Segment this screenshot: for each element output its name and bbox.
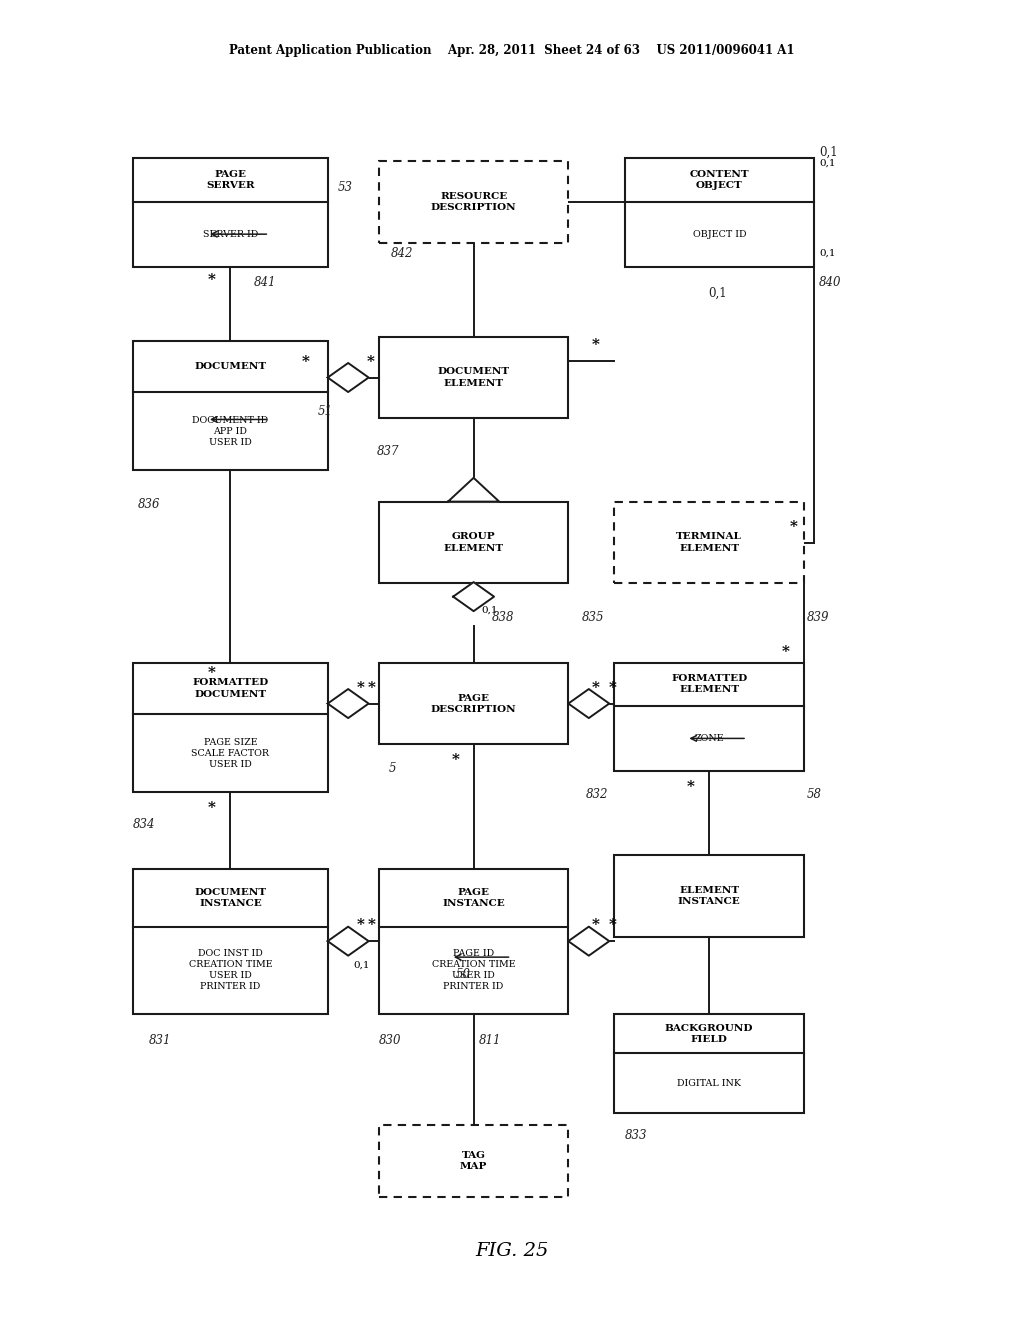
- Text: 835: 835: [582, 611, 604, 624]
- Text: FIG. 25: FIG. 25: [475, 1242, 549, 1261]
- Text: *: *: [592, 681, 600, 694]
- Text: *: *: [687, 780, 694, 793]
- Text: RESOURCE
DESCRIPTION: RESOURCE DESCRIPTION: [431, 191, 516, 213]
- Text: 50: 50: [456, 968, 471, 981]
- Bar: [614, 1014, 804, 1113]
- Text: *: *: [208, 667, 216, 680]
- Text: 834: 834: [133, 818, 156, 832]
- Text: TAG
MAP: TAG MAP: [460, 1151, 487, 1171]
- Text: 836: 836: [138, 498, 161, 511]
- Text: 840: 840: [819, 276, 842, 289]
- Polygon shape: [568, 927, 609, 956]
- Text: 0,1: 0,1: [819, 249, 836, 257]
- Text: *: *: [781, 645, 790, 659]
- Text: *: *: [301, 355, 309, 368]
- Text: DOCUMENT ID
APP ID
USER ID: DOCUMENT ID APP ID USER ID: [193, 416, 268, 446]
- Text: DOCUMENT: DOCUMENT: [195, 362, 266, 371]
- Text: 837: 837: [377, 445, 399, 458]
- Bar: [379, 1125, 568, 1197]
- Text: TERMINAL
ELEMENT: TERMINAL ELEMENT: [676, 532, 742, 553]
- Text: *: *: [208, 273, 216, 286]
- Text: 830: 830: [379, 1034, 401, 1047]
- Text: 0,1: 0,1: [353, 961, 370, 969]
- Text: 0,1: 0,1: [819, 158, 836, 168]
- Bar: [379, 869, 568, 1014]
- Text: *: *: [608, 919, 616, 932]
- Text: PAGE ID
CREATION TIME
USER ID
PRINTER ID: PAGE ID CREATION TIME USER ID PRINTER ID: [432, 949, 515, 991]
- Text: DOCUMENT
INSTANCE: DOCUMENT INSTANCE: [195, 887, 266, 908]
- Text: SERVER ID: SERVER ID: [203, 230, 258, 239]
- Text: 53: 53: [338, 181, 353, 194]
- Text: DOCUMENT
ELEMENT: DOCUMENT ELEMENT: [437, 367, 510, 388]
- Text: *: *: [356, 681, 365, 694]
- Text: PAGE
INSTANCE: PAGE INSTANCE: [442, 887, 505, 908]
- Bar: [625, 158, 814, 267]
- Text: Patent Application Publication    Apr. 28, 2011  Sheet 24 of 63    US 2011/00960: Patent Application Publication Apr. 28, …: [229, 44, 795, 57]
- Bar: [614, 855, 804, 937]
- Text: DOC INST ID
CREATION TIME
USER ID
PRINTER ID: DOC INST ID CREATION TIME USER ID PRINTE…: [188, 949, 272, 991]
- Polygon shape: [453, 582, 494, 611]
- Text: PAGE SIZE
SCALE FACTOR
USER ID: PAGE SIZE SCALE FACTOR USER ID: [191, 738, 269, 768]
- Bar: [133, 869, 328, 1014]
- Text: CONTENT
OBJECT: CONTENT OBJECT: [689, 170, 750, 190]
- Text: 0,1: 0,1: [482, 606, 499, 614]
- Polygon shape: [568, 689, 609, 718]
- Text: FORMATTED
ELEMENT: FORMATTED ELEMENT: [671, 675, 748, 694]
- Text: *: *: [592, 338, 600, 352]
- Text: *: *: [208, 801, 216, 814]
- Text: PAGE
SERVER: PAGE SERVER: [206, 170, 255, 190]
- Text: 838: 838: [492, 611, 514, 624]
- Text: *: *: [367, 355, 375, 368]
- Text: *: *: [368, 681, 376, 694]
- Text: *: *: [452, 754, 459, 767]
- Bar: [614, 502, 804, 583]
- Bar: [379, 161, 568, 243]
- Bar: [379, 663, 568, 744]
- Polygon shape: [328, 363, 369, 392]
- Bar: [133, 341, 328, 470]
- Text: *: *: [790, 520, 798, 533]
- Text: ZONE: ZONE: [694, 734, 724, 743]
- Text: DIGITAL INK: DIGITAL INK: [677, 1078, 741, 1088]
- Text: FORMATTED
DOCUMENT: FORMATTED DOCUMENT: [193, 678, 268, 698]
- Polygon shape: [449, 478, 500, 502]
- Text: 833: 833: [625, 1129, 647, 1142]
- Text: 51: 51: [317, 405, 333, 418]
- Text: 0,1: 0,1: [709, 286, 727, 300]
- Text: *: *: [356, 919, 365, 932]
- Polygon shape: [328, 689, 369, 718]
- Text: 841: 841: [254, 276, 276, 289]
- Bar: [133, 158, 328, 267]
- Text: 842: 842: [391, 247, 414, 260]
- Text: 58: 58: [807, 788, 822, 801]
- Text: 832: 832: [586, 788, 608, 801]
- Text: 0,1: 0,1: [819, 145, 838, 158]
- Text: *: *: [608, 681, 616, 694]
- Text: *: *: [368, 919, 376, 932]
- Text: 5: 5: [389, 762, 396, 775]
- Text: 831: 831: [148, 1034, 171, 1047]
- Text: OBJECT ID: OBJECT ID: [692, 230, 746, 239]
- Bar: [614, 663, 804, 771]
- Text: BACKGROUND
FIELD: BACKGROUND FIELD: [665, 1023, 754, 1044]
- Text: ELEMENT
INSTANCE: ELEMENT INSTANCE: [678, 886, 740, 907]
- Text: GROUP
ELEMENT: GROUP ELEMENT: [443, 532, 504, 553]
- Bar: [133, 663, 328, 792]
- Bar: [379, 502, 568, 583]
- Text: 811: 811: [479, 1034, 502, 1047]
- Bar: [379, 337, 568, 418]
- Text: PAGE
DESCRIPTION: PAGE DESCRIPTION: [431, 693, 516, 714]
- Text: *: *: [592, 919, 600, 932]
- Polygon shape: [328, 927, 369, 956]
- Text: 839: 839: [807, 611, 829, 624]
